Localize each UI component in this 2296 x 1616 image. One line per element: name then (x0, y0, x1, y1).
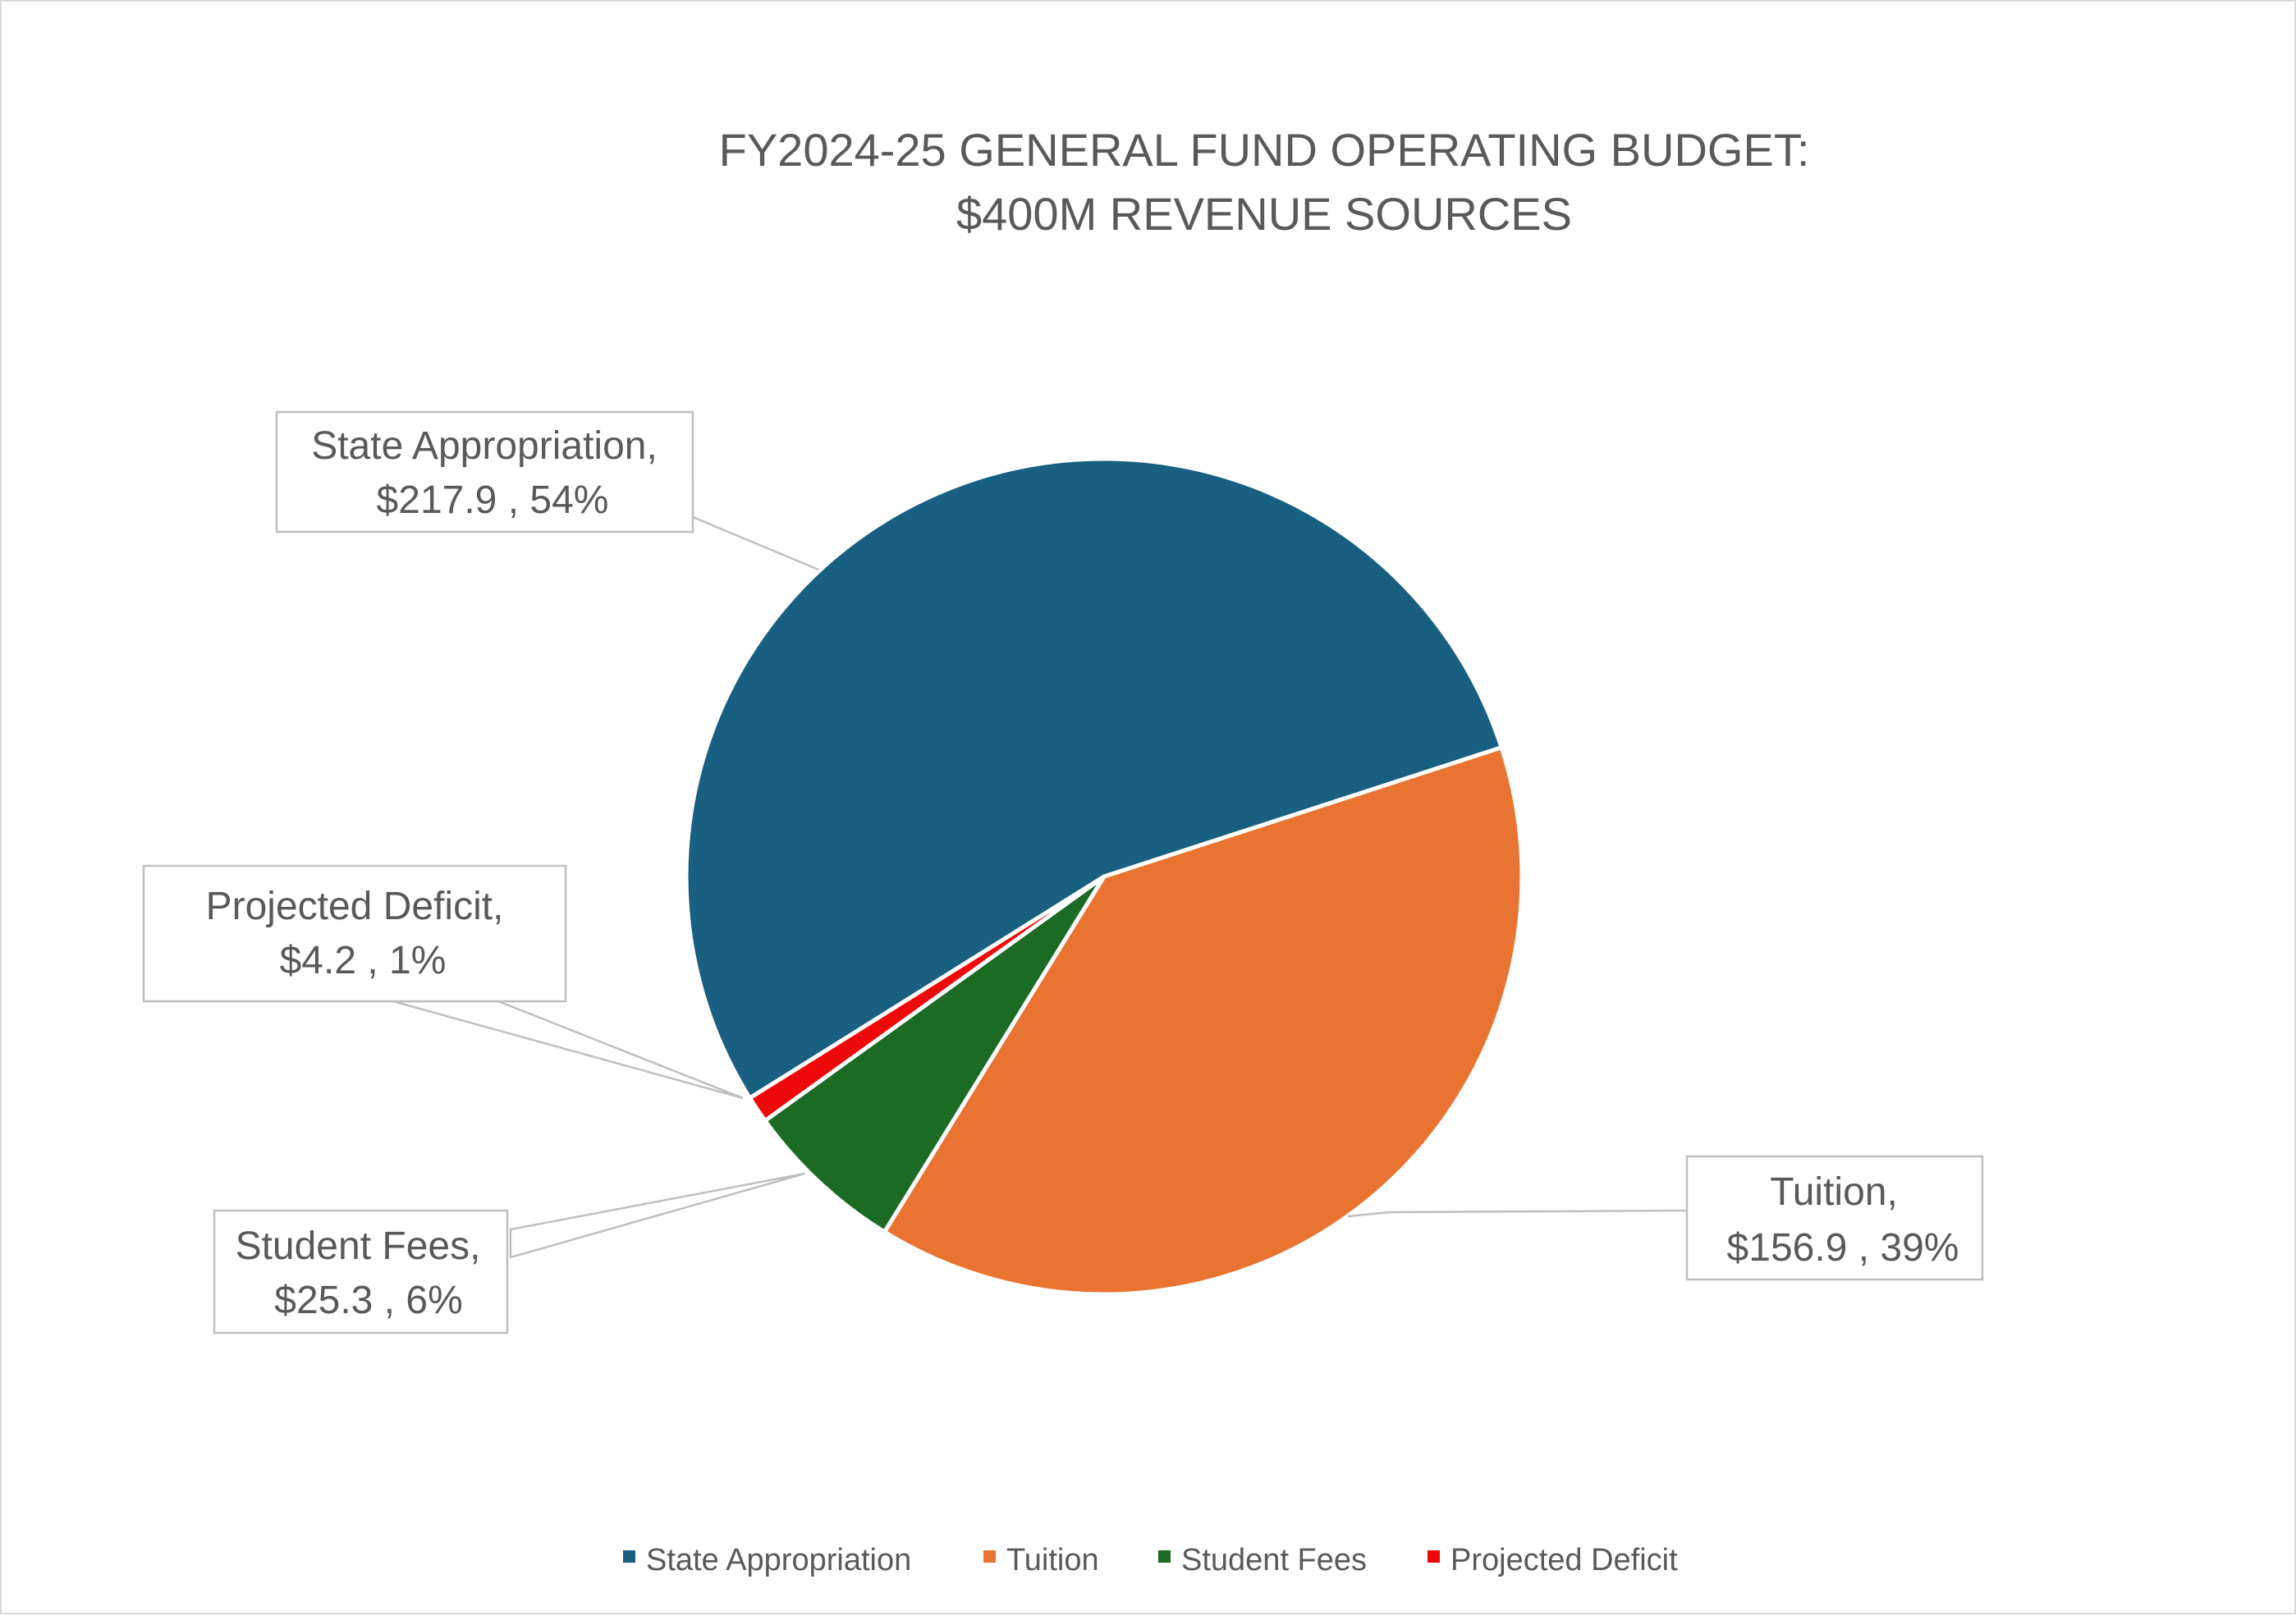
legend: State Appropriation Tuition Student Fees… (623, 1543, 1678, 1577)
data-label-line-2: $156.9 , 39% (1727, 1226, 1959, 1270)
legend-label: Projected Deficit (1450, 1543, 1678, 1577)
data-label-tuition: Tuition, $156.9 , 39% (1685, 1155, 1984, 1281)
slice-state-appropriation[interactable] (684, 456, 1504, 1101)
data-label-line-1: Tuition, (1770, 1170, 1898, 1214)
leader-line-projected-deficit (392, 1000, 744, 1100)
legend-swatch (623, 1550, 635, 1563)
data-label-line-2: $4.2 , 1% (280, 939, 447, 982)
data-label-student-fees: Student Fees, $25.3 , 6% (213, 1209, 509, 1334)
callout-box (142, 864, 567, 1003)
legend-item-projected-deficit[interactable]: Projected Deficit (1428, 1543, 1678, 1577)
legend-swatch (1158, 1550, 1171, 1563)
pie-slices (684, 456, 1524, 1297)
data-label-state-appropriation: State Appropriation, $217.9 , 54% (275, 410, 694, 533)
legend-label: State Appropriation (646, 1543, 911, 1577)
data-label-projected-deficit: Projected Deficit, $4.2 , 1% (142, 864, 567, 1003)
data-label-line-2: $25.3 , 6% (274, 1279, 463, 1322)
leader-line-tuition (1347, 1209, 1688, 1218)
callout-box (275, 410, 694, 533)
legend-item-tuition[interactable]: Tuition (983, 1543, 1099, 1577)
data-label-line-1: Student Fees, (236, 1225, 481, 1268)
legend-item-student-fees[interactable]: Student Fees (1158, 1543, 1367, 1577)
slice-projected-deficit[interactable] (747, 874, 1107, 1123)
chart-title-line-2: $400M REVENUE SOURCES (956, 188, 1572, 240)
leader-line-student-fees (509, 1172, 805, 1259)
legend-label: Tuition (1006, 1543, 1099, 1577)
legend-swatch (983, 1550, 996, 1563)
legend-swatch (1428, 1550, 1440, 1563)
slice-student-fees[interactable] (763, 874, 1107, 1234)
data-label-line-1: Projected Deficit, (206, 885, 504, 928)
callout-box (213, 1209, 509, 1334)
chart-title-line-1: FY2024-25 GENERAL FUND OPERATING BUDGET: (719, 124, 1810, 176)
leader-line-state-appropriation (691, 481, 819, 571)
legend-item-state-appropriation[interactable]: State Appropriation (623, 1543, 911, 1577)
data-label-line-2: $217.9 , 54% (377, 478, 609, 522)
data-label-line-1: State Appropriation, (311, 424, 658, 468)
slice-tuition[interactable] (882, 745, 1524, 1297)
legend-label: Student Fees (1181, 1543, 1367, 1577)
callout-box (1685, 1155, 1984, 1281)
